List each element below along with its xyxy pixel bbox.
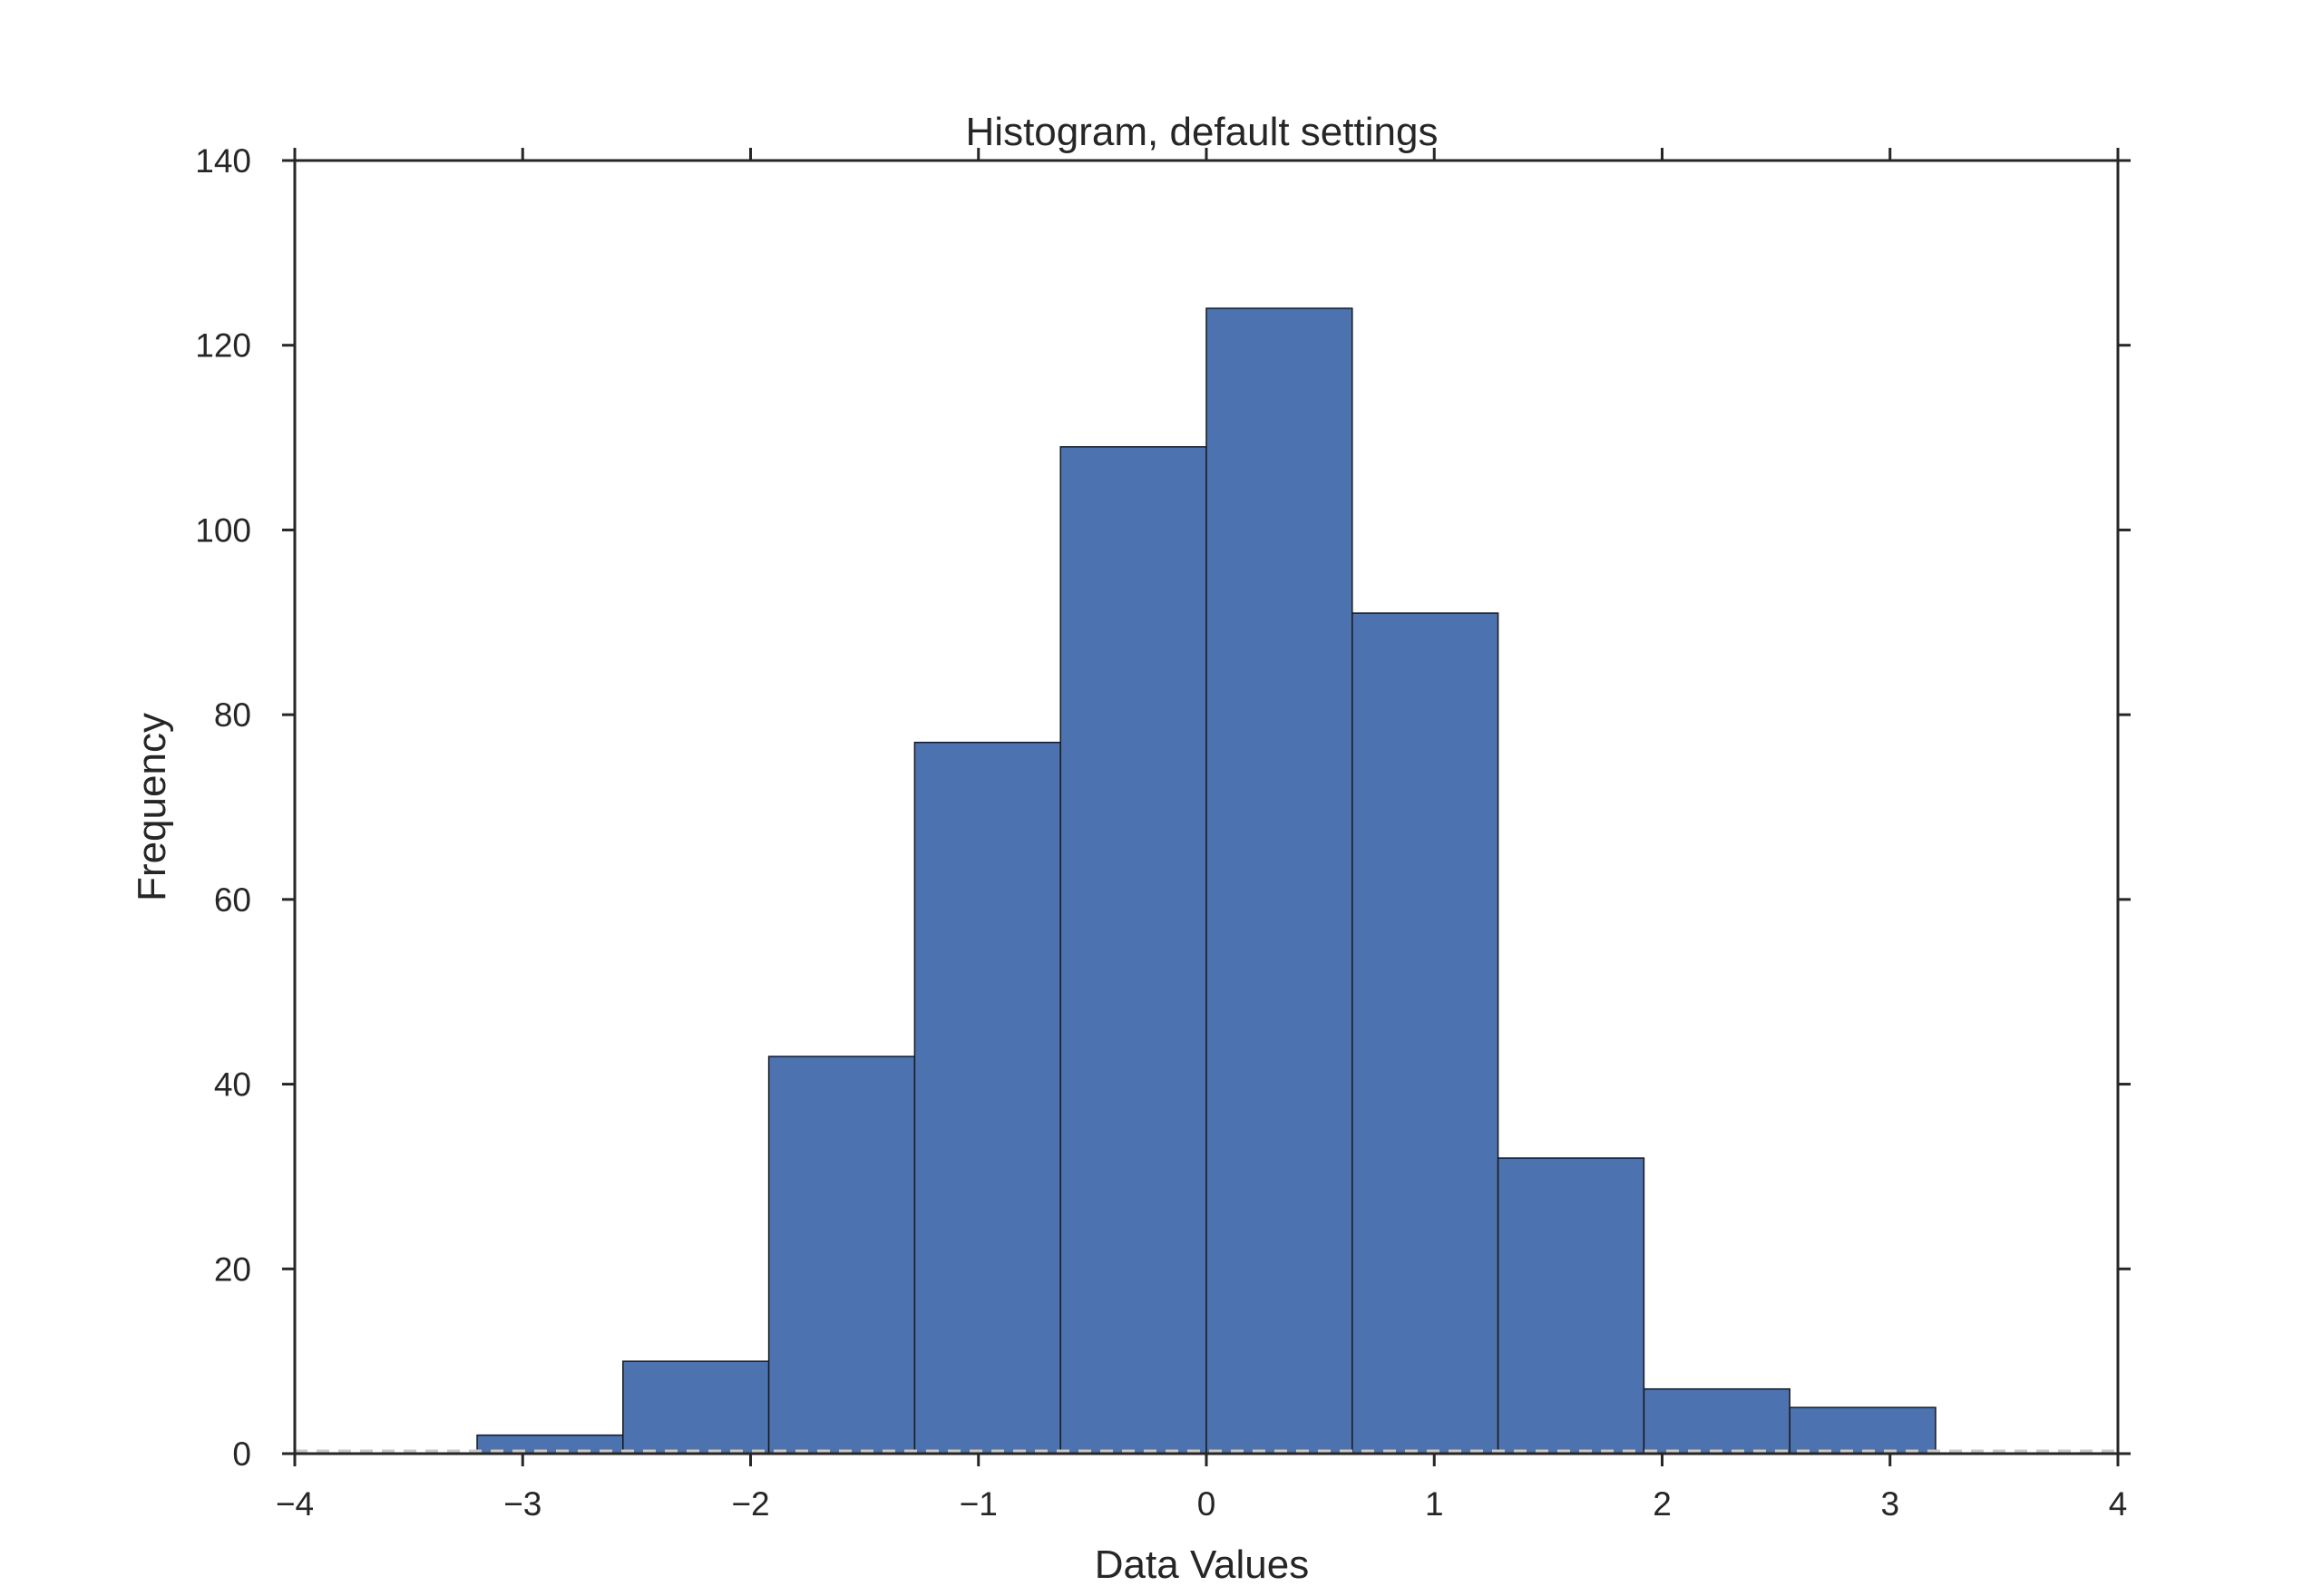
x-tick-label: 4 bbox=[2109, 1485, 2128, 1523]
x-tick-label: −1 bbox=[960, 1485, 998, 1523]
y-tick-label: 100 bbox=[195, 511, 251, 549]
histogram-bar bbox=[1643, 1387, 1790, 1455]
histogram-bar bbox=[1497, 1157, 1645, 1455]
y-axis-label: Frequency bbox=[130, 713, 174, 901]
histogram-bar bbox=[622, 1360, 770, 1455]
y-tick-label: 120 bbox=[195, 327, 251, 365]
histogram-bar bbox=[1351, 612, 1499, 1455]
histogram-bar bbox=[1205, 307, 1353, 1455]
y-tick-label: 80 bbox=[214, 696, 251, 734]
y-tick-label: 40 bbox=[214, 1066, 251, 1104]
x-tick-label: 0 bbox=[1197, 1485, 1216, 1523]
x-tick-label: −4 bbox=[276, 1485, 314, 1523]
histogram-bar bbox=[913, 741, 1061, 1455]
histogram-bar bbox=[1789, 1406, 1937, 1455]
y-tick-label: 140 bbox=[195, 142, 251, 180]
x-axis-label: Data Values bbox=[1095, 1542, 1309, 1587]
y-tick-label: 60 bbox=[214, 881, 251, 919]
x-tick-label: 2 bbox=[1653, 1485, 1672, 1523]
chart-title: Histogram, default settings bbox=[966, 110, 1439, 154]
x-tick-label: 3 bbox=[1880, 1485, 1899, 1523]
x-tick-label: −2 bbox=[731, 1485, 769, 1523]
histogram-bar bbox=[767, 1056, 916, 1455]
x-tick-label: 1 bbox=[1425, 1485, 1444, 1523]
y-tick-label: 20 bbox=[214, 1251, 251, 1288]
y-tick-label: 0 bbox=[232, 1435, 251, 1473]
x-tick-label: −3 bbox=[503, 1485, 541, 1523]
bars-group bbox=[476, 307, 1937, 1455]
histogram-bar bbox=[1059, 446, 1207, 1455]
